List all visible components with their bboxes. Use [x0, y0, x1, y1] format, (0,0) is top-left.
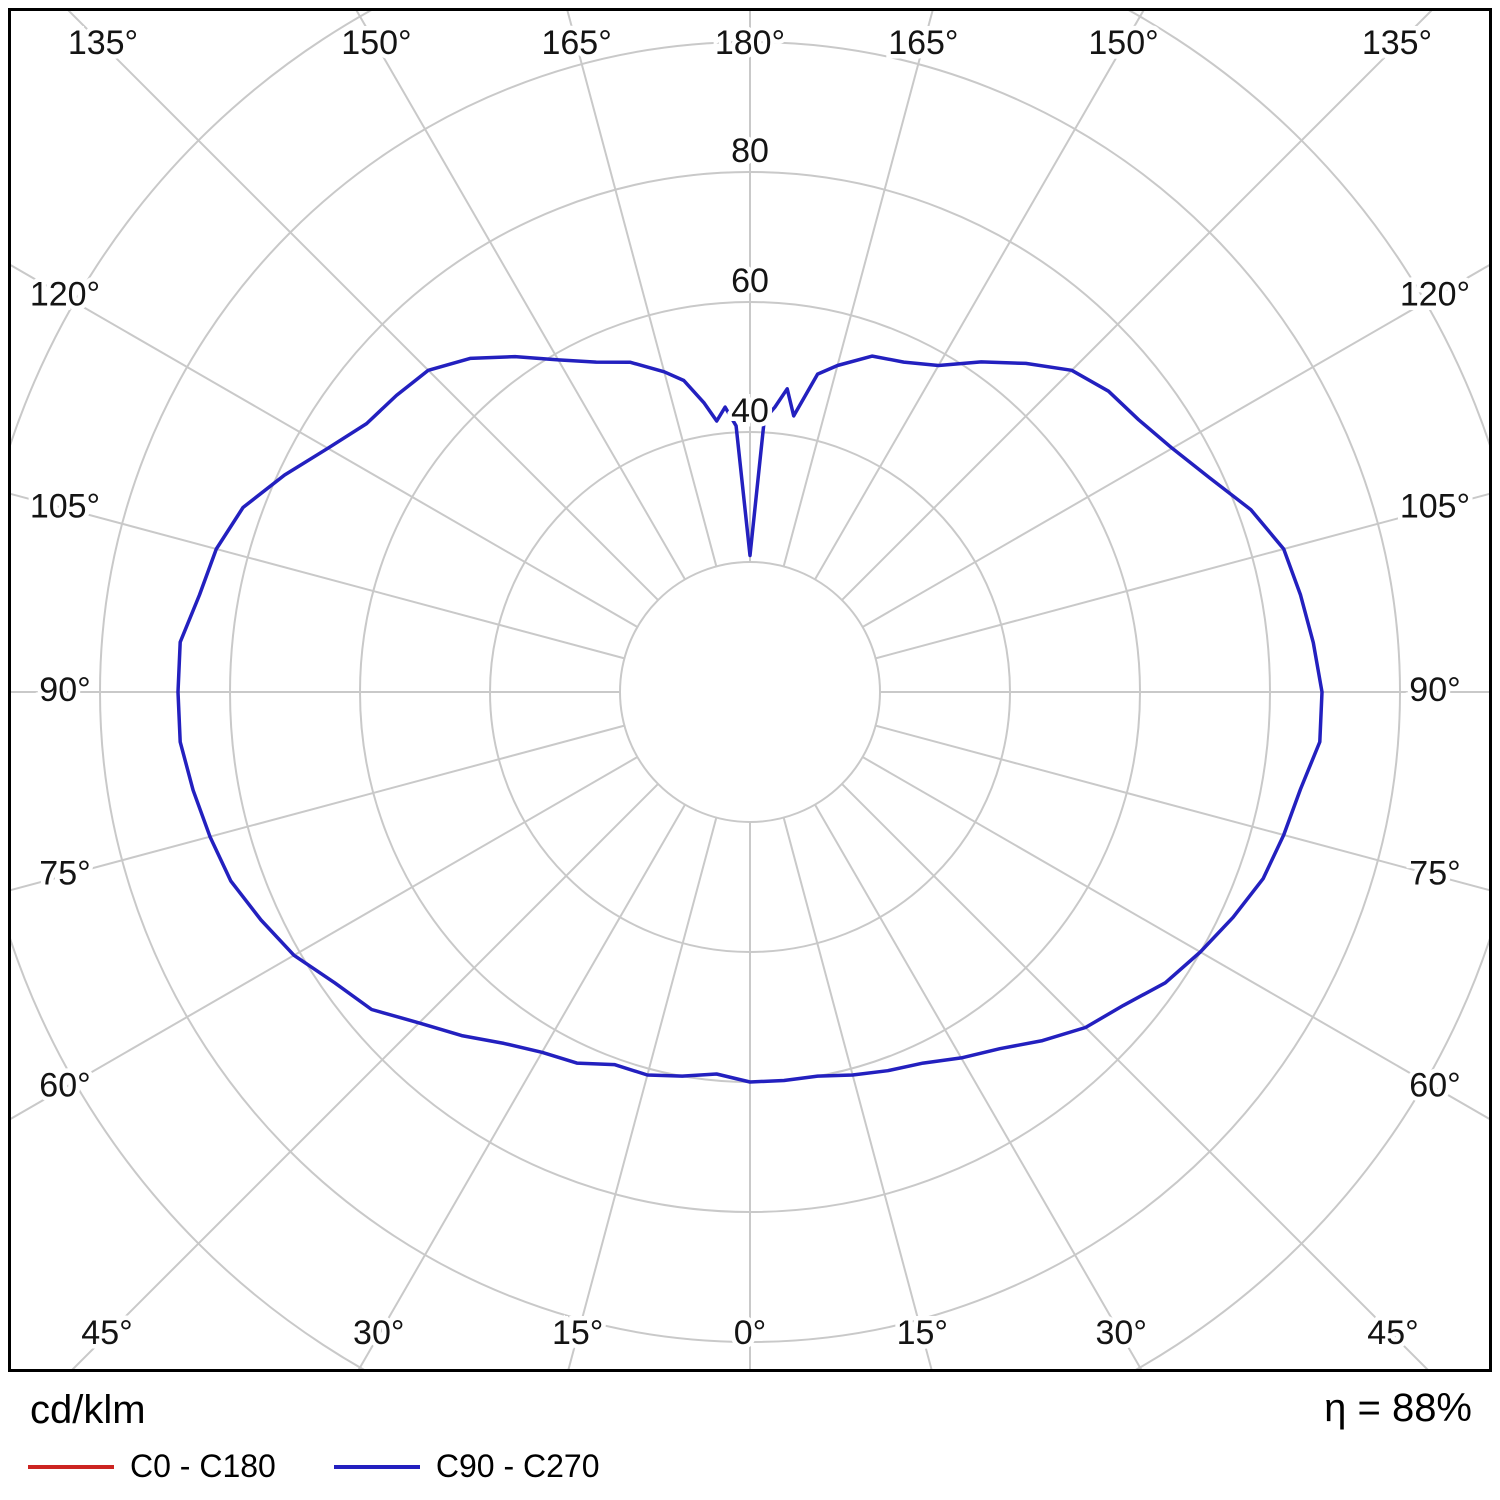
- angle-label: 30°: [353, 1314, 404, 1352]
- angle-label: 120°: [30, 275, 100, 313]
- angle-label: 165°: [888, 24, 958, 62]
- legend-label: C90 - C270: [435, 1448, 600, 1484]
- angle-label: 90°: [1409, 671, 1460, 709]
- grid-spoke: [11, 724, 625, 892]
- radial-tick-label: 60: [731, 262, 769, 300]
- legend-line-swatch: [28, 1464, 114, 1469]
- grid-spoke: [862, 264, 1489, 628]
- angle-label: 150°: [341, 24, 411, 62]
- radial-tick-label: 40: [731, 392, 769, 430]
- grid-spoke: [862, 756, 1489, 1120]
- grid-spoke: [11, 756, 638, 1120]
- efficiency-value: η = 88%: [1324, 1386, 1472, 1430]
- angle-label: 150°: [1088, 24, 1158, 62]
- angle-label: 15°: [552, 1314, 603, 1352]
- angle-label: 30°: [1096, 1314, 1147, 1352]
- legend-line-swatch: [333, 1464, 420, 1469]
- grid-spoke: [875, 724, 1489, 892]
- polar-chart-frame: 40 60 80 0° 15° 15° 30° 30° 45° 45° 60° 60° 75° 75° 90…: [8, 8, 1492, 1372]
- legend-item-0: C0 - C180: [28, 1448, 276, 1485]
- curve-c90-c270: [176, 354, 1324, 1084]
- grid-spoke: [11, 492, 625, 660]
- angle-label: 105°: [1400, 487, 1470, 525]
- grid-spoke: [814, 804, 1143, 1369]
- polar-chart: 40 60 80 0° 15° 15° 30° 30° 45° 45° 60° 60° 75° 75° 90…: [11, 11, 1489, 1369]
- angle-label: 120°: [1400, 275, 1470, 313]
- angle-label: 0°: [734, 1314, 767, 1352]
- grid-spoke: [567, 817, 718, 1369]
- angle-label: 45°: [81, 1314, 132, 1352]
- grid-spoke: [355, 11, 686, 580]
- radial-tick-label: 80: [731, 132, 769, 170]
- grid-spoke: [814, 11, 1145, 580]
- grid-spoke: [566, 11, 718, 567]
- angle-label: 90°: [39, 671, 90, 709]
- angle-label: 135°: [68, 24, 138, 62]
- unit-label: cd/klm: [30, 1388, 146, 1432]
- legend-label: C0 - C180: [130, 1448, 276, 1484]
- grid-spoke: [782, 11, 934, 567]
- grid-spoke: [71, 783, 659, 1369]
- angle-label: 75°: [1409, 855, 1460, 893]
- angle-label: 60°: [1409, 1066, 1460, 1104]
- grid-spoke: [875, 492, 1489, 660]
- grid-spoke: [357, 804, 686, 1369]
- angle-label: 45°: [1367, 1314, 1418, 1352]
- grid-spoke: [782, 817, 933, 1369]
- angle-label: 135°: [1362, 24, 1432, 62]
- angle-label: 165°: [541, 24, 611, 62]
- grid-spoke: [11, 264, 638, 628]
- grid-spoke: [841, 11, 1433, 601]
- angle-label: 15°: [897, 1314, 948, 1352]
- legend-item-1: C90 - C270: [333, 1448, 600, 1485]
- grid-spoke: [67, 11, 659, 601]
- grid-circle: [619, 561, 881, 823]
- grid-spoke: [841, 783, 1429, 1369]
- angle-label: 60°: [39, 1066, 90, 1104]
- legend: C0 - C180 C90 - C270: [28, 1448, 657, 1485]
- angle-label: 75°: [39, 855, 90, 893]
- angle-label: 105°: [30, 487, 100, 525]
- angle-label: 180°: [715, 24, 785, 62]
